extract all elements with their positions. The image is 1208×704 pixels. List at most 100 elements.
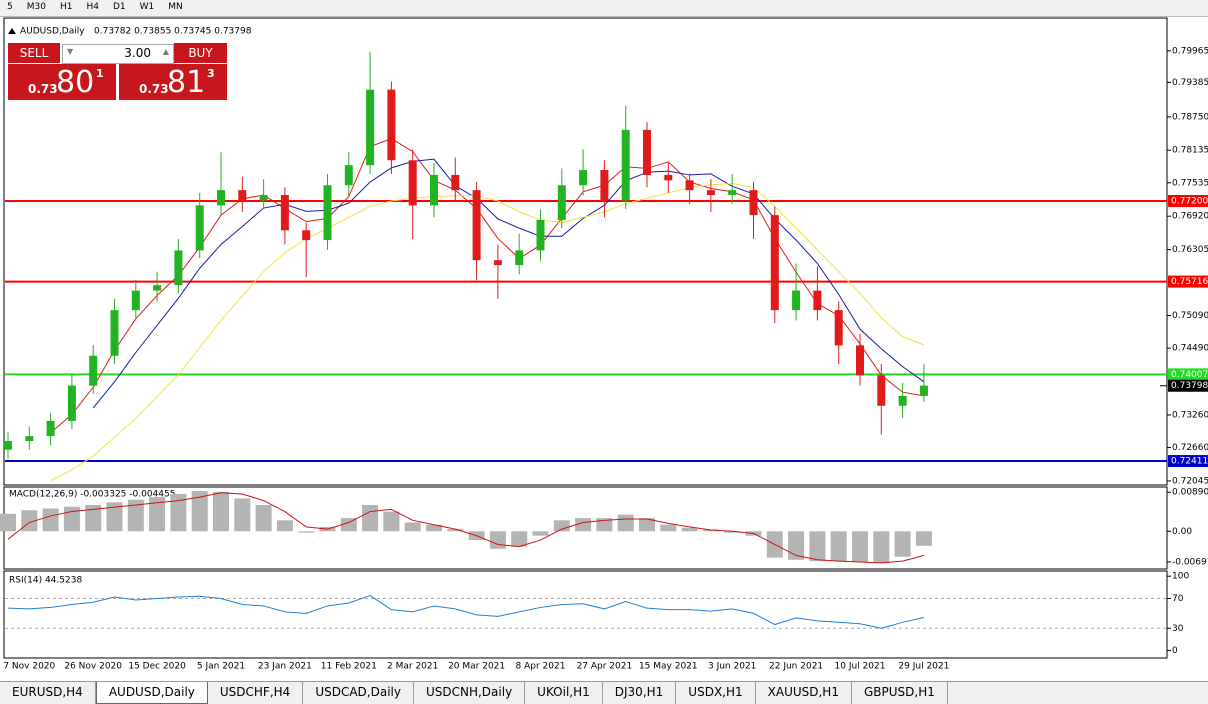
candle-body (280, 195, 289, 231)
macd-bar (553, 520, 570, 532)
macd-bar (404, 522, 421, 532)
macd-bar (873, 531, 890, 563)
macd-bar (788, 531, 805, 560)
macd-bar (489, 531, 506, 549)
chart-tab[interactable]: EURUSD,H4 (0, 682, 96, 704)
candle-body (387, 89, 396, 161)
x-tick-label: 27 Apr 2021 (577, 662, 633, 672)
macd-bar (852, 531, 868, 562)
macd-bar (532, 531, 549, 536)
macd-bar (340, 518, 357, 532)
macd-bar (149, 497, 166, 532)
candle-body (67, 385, 76, 421)
macd-bar (596, 518, 613, 532)
moving-average (50, 183, 925, 482)
macd-bar (830, 531, 847, 562)
macd-bar (660, 524, 677, 532)
chart-tab[interactable]: USDX,H1 (676, 682, 756, 704)
x-tick-label: 22 Jun 2021 (769, 662, 823, 672)
candle-body (834, 310, 843, 346)
chart-tab[interactable]: USDCHF,H4 (208, 682, 304, 704)
chart-tab[interactable]: GBPUSD,H1 (852, 682, 948, 704)
macd-bar (426, 524, 442, 532)
candle-body (110, 310, 119, 356)
candle-body (856, 345, 864, 376)
candle-body (153, 285, 162, 291)
candle-body (302, 230, 311, 241)
chart-tab[interactable]: USDCNH,Daily (414, 682, 526, 704)
y-tick-label: 70 (1172, 594, 1184, 604)
chart-tab[interactable]: DJ30,H1 (603, 682, 677, 704)
macd-bar (106, 502, 123, 532)
level-tag (1168, 368, 1208, 381)
macd-bar (617, 514, 634, 532)
macd-bar (362, 504, 379, 532)
candle-body (451, 174, 460, 191)
buy-price[interactable]: 0.73 81 3 (119, 64, 227, 100)
macd-bar (298, 531, 315, 533)
macd-bar (915, 531, 932, 546)
y-tick-label: -0.006971 (1172, 557, 1208, 567)
y-tick-label: 30 (1172, 624, 1184, 634)
macd-bar (511, 531, 528, 547)
x-tick-label: 15 May 2021 (639, 662, 698, 672)
sell-price[interactable]: 0.73 80 1 (8, 64, 116, 100)
timeframe-button[interactable]: H1 (59, 2, 73, 12)
candle-body (600, 170, 609, 201)
candle-body (728, 190, 737, 196)
ohlc-text: 0.73782 0.73855 0.73745 0.73798 (94, 27, 252, 37)
rsi-frame (3, 570, 1168, 659)
macd-bar (809, 531, 826, 562)
chart-tab[interactable]: UKOil,H1 (525, 682, 603, 704)
x-tick-label: 8 Apr 2021 (516, 662, 566, 672)
macd-bar (85, 504, 102, 532)
macd-bar (681, 527, 698, 532)
candle-body (621, 129, 630, 201)
x-tick-label: 23 Jan 2021 (258, 662, 312, 672)
candle-body (536, 220, 545, 251)
rsi-title: RSI(14) 44.5238 (9, 576, 82, 586)
y-tick-label: 0.78135 (1172, 146, 1208, 156)
macd-bar (276, 520, 293, 532)
level-label: 0.74007 (1171, 370, 1208, 380)
macd-bar (191, 490, 208, 532)
y-tick-label: 0.79965 (1172, 46, 1208, 56)
candle-body (749, 190, 758, 216)
timeframe-button[interactable]: H4 (86, 2, 99, 12)
macd-bar (575, 518, 592, 532)
timeframe-button[interactable]: D1 (112, 2, 126, 12)
macd-bar (894, 531, 911, 557)
x-tick-label: 20 Mar 2021 (448, 662, 505, 672)
candle-body (770, 215, 779, 311)
chart-tab[interactable]: XAUUSD,H1 (756, 682, 852, 704)
candle-body (323, 185, 332, 241)
lot-input[interactable]: ▼ 3.00 ▲ (62, 44, 174, 64)
timeframe-button[interactable]: 5 (7, 2, 13, 12)
sell-big: 80 (56, 65, 95, 100)
y-tick-label: 0.73260 (1172, 410, 1208, 420)
sell-button[interactable]: SELL (8, 43, 60, 63)
y-tick-label: 0.75090 (1172, 311, 1208, 321)
candle-body (664, 174, 673, 181)
chart-tab[interactable]: AUDUSD,Daily (95, 682, 208, 704)
y-tick-label: 0.77535 (1172, 178, 1208, 188)
macd-bar (447, 529, 464, 532)
timeframe-button[interactable]: W1 (139, 2, 155, 12)
candle-body (877, 375, 886, 406)
candle-body (131, 290, 140, 311)
candle-body (4, 441, 12, 450)
buy-button[interactable]: BUY (174, 43, 227, 63)
timeframe-button[interactable]: M30 (26, 2, 46, 12)
chart-area: AUDUSD,Daily 0.73782 0.73855 0.73745 0.7… (0, 17, 1208, 672)
candle-body (557, 185, 566, 221)
candle-body (25, 436, 34, 442)
macd-bar (170, 494, 187, 532)
candle-body (579, 170, 588, 186)
macd-bar (724, 531, 741, 533)
timeframe-button[interactable]: MN (168, 2, 183, 12)
y-tick-label: 0.79385 (1172, 78, 1208, 88)
macd-title: MACD(12,26,9) -0.003325 -0.004455 (9, 490, 175, 500)
macd-bar (63, 506, 80, 532)
y-tick-label: 0.78750 (1172, 112, 1208, 122)
chart-tab[interactable]: USDCAD,Daily (303, 682, 414, 704)
